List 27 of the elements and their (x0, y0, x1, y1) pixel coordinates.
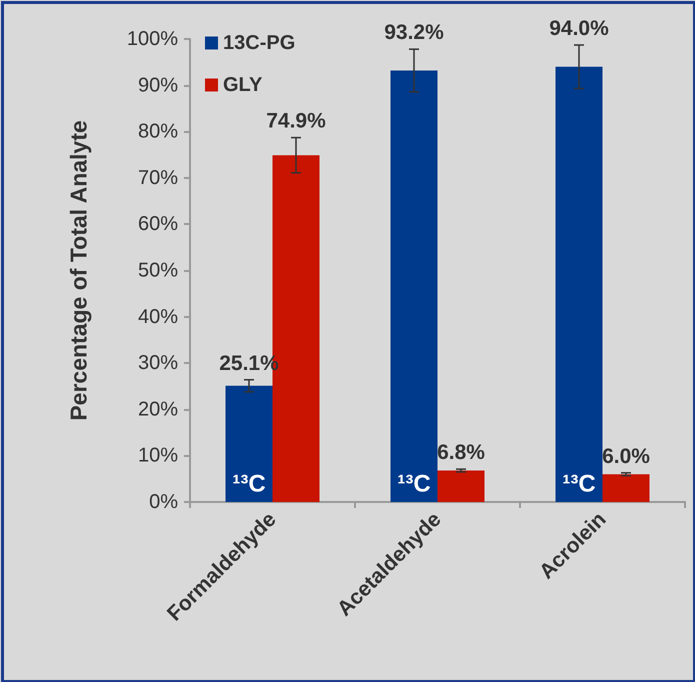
data-label: 6.0% (602, 444, 650, 468)
data-label: 6.8% (437, 441, 486, 464)
data-label: 93.2% (384, 21, 444, 44)
y-tick-label: 90% (138, 74, 178, 96)
y-tick-label: 50% (138, 260, 178, 282)
annotation: ¹³C (397, 470, 431, 498)
bar (438, 470, 484, 502)
annotation: ¹³C (562, 470, 596, 498)
bar (390, 70, 438, 502)
annotation: ¹³C (232, 470, 266, 498)
y-tick-label: 60% (138, 213, 178, 236)
y-tick-label: 10% (138, 444, 178, 467)
y-tick-label: 0% (149, 491, 178, 513)
legend-label: GLY (223, 74, 263, 96)
y-tick-label: 30% (138, 352, 178, 374)
data-label: 94.0% (549, 17, 610, 40)
y-tick-label: 40% (138, 306, 178, 328)
y-tick-label: 70% (138, 166, 178, 189)
legend-label: 13C-PG (223, 32, 296, 54)
data-label: 74.9% (266, 110, 326, 133)
y-tick-label: 20% (138, 398, 178, 420)
bar (226, 386, 272, 502)
y-tick-label: 80% (138, 120, 178, 143)
bar (556, 66, 602, 502)
bar (602, 474, 650, 502)
y-axis-title: Percentage of Total Analyte (66, 120, 92, 421)
y-tick-label: 100% (126, 28, 178, 50)
